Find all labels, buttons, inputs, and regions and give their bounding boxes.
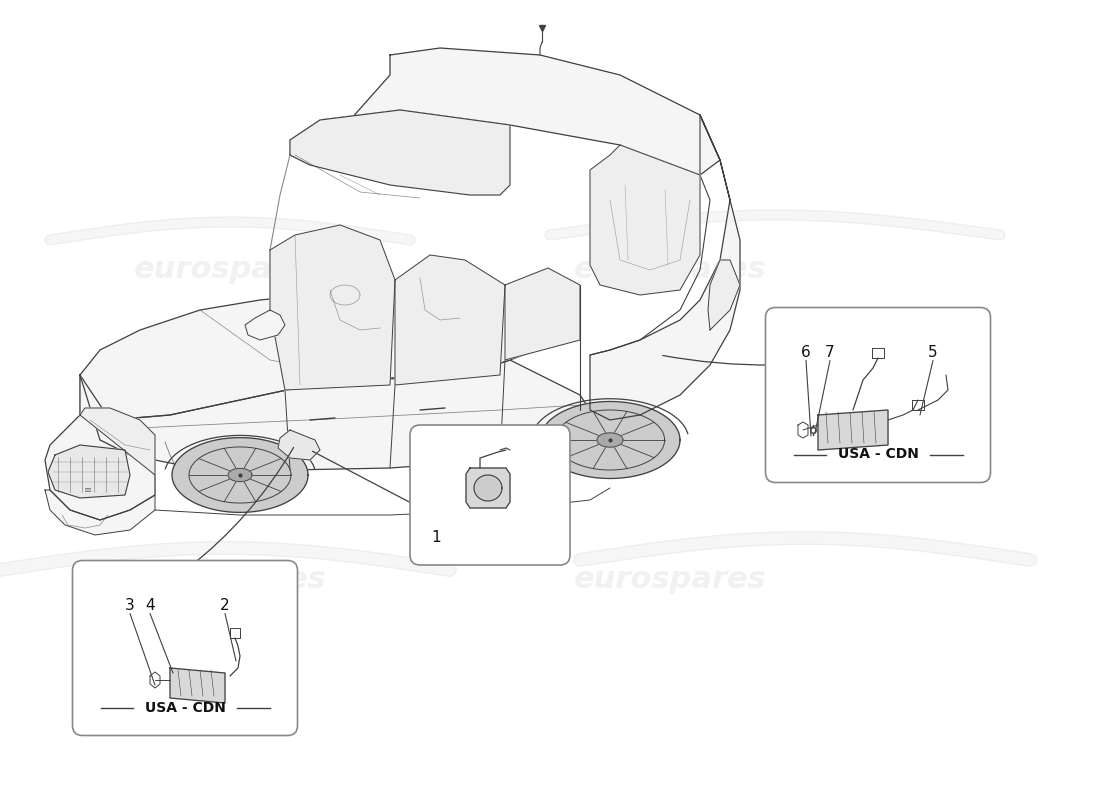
Polygon shape	[590, 145, 700, 295]
Polygon shape	[170, 668, 226, 703]
Text: 2: 2	[220, 598, 230, 613]
Polygon shape	[172, 438, 308, 512]
Polygon shape	[270, 225, 395, 390]
Polygon shape	[45, 490, 155, 535]
Polygon shape	[597, 433, 623, 447]
Text: 4: 4	[145, 598, 155, 613]
Polygon shape	[80, 290, 550, 420]
Polygon shape	[290, 48, 720, 175]
Text: eurospares: eurospares	[133, 566, 327, 594]
Text: USA - CDN: USA - CDN	[837, 447, 918, 462]
Polygon shape	[80, 360, 590, 470]
FancyBboxPatch shape	[73, 561, 297, 735]
Polygon shape	[48, 445, 130, 498]
Polygon shape	[290, 110, 510, 195]
Text: USA - CDN: USA - CDN	[144, 701, 225, 714]
Text: 1: 1	[431, 530, 441, 545]
Polygon shape	[80, 408, 155, 475]
Text: 6: 6	[801, 345, 811, 360]
FancyBboxPatch shape	[410, 425, 570, 565]
Text: ≡: ≡	[84, 485, 92, 495]
Polygon shape	[245, 310, 285, 340]
Polygon shape	[395, 255, 505, 385]
Text: eurospares: eurospares	[133, 255, 327, 285]
Text: 7: 7	[825, 345, 835, 360]
Polygon shape	[590, 115, 740, 420]
Polygon shape	[474, 475, 502, 501]
Text: 3: 3	[125, 598, 135, 613]
FancyBboxPatch shape	[766, 307, 990, 482]
Polygon shape	[45, 375, 155, 520]
Polygon shape	[540, 402, 680, 478]
Text: eurospares: eurospares	[573, 255, 767, 285]
Polygon shape	[818, 410, 888, 450]
Polygon shape	[278, 430, 320, 460]
Polygon shape	[505, 268, 580, 360]
Text: eurospares: eurospares	[573, 566, 767, 594]
Polygon shape	[466, 468, 510, 508]
Text: 5: 5	[928, 345, 938, 360]
Polygon shape	[228, 469, 252, 482]
Polygon shape	[708, 260, 740, 330]
